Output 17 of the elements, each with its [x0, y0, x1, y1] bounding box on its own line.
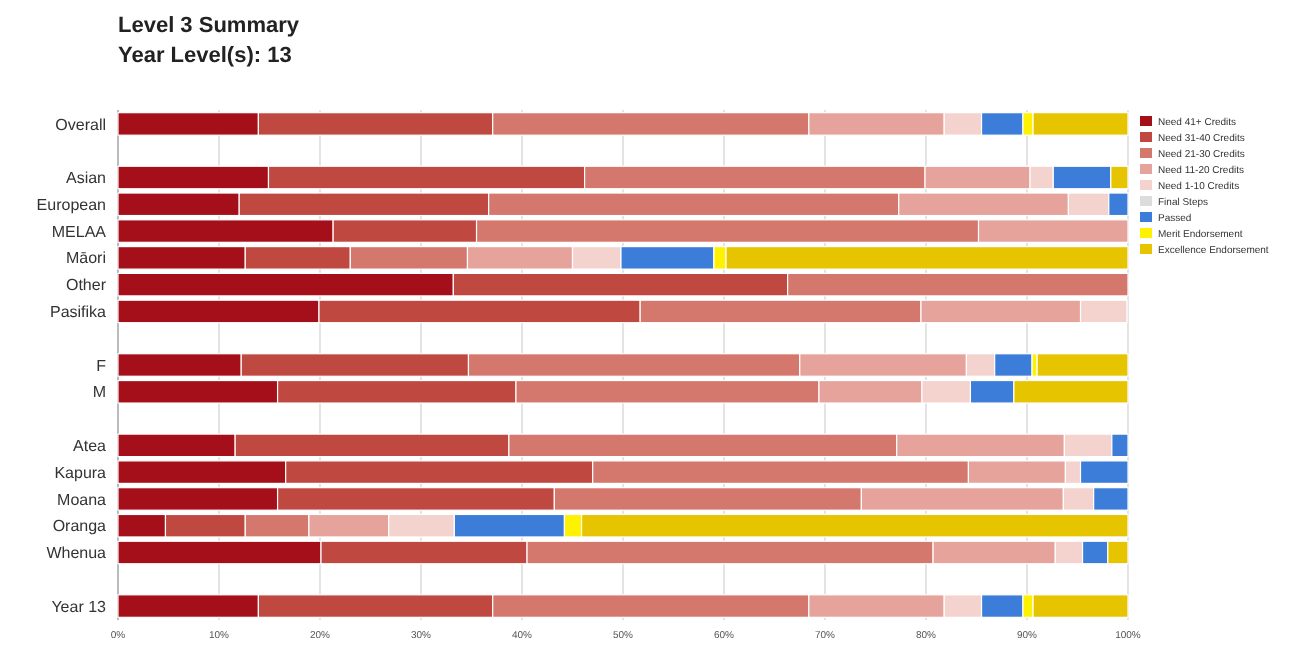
- y-tick-label: Year 13: [51, 597, 108, 616]
- y-tick-label: Other: [65, 276, 107, 295]
- y-tick-label: MELAA: [51, 222, 108, 241]
- y-tick-label: Pasifika: [49, 303, 108, 322]
- y-tick-label: Whenua: [46, 544, 108, 563]
- y-tick-label: Moana: [57, 490, 108, 509]
- y-tick-label: Oranga: [52, 517, 108, 536]
- chart-title: Level 3 Summary: [118, 14, 301, 38]
- y-tick-label: F: [96, 356, 107, 375]
- y-tick-label: European: [36, 195, 106, 214]
- y-tick-label: Asian: [65, 169, 106, 188]
- y-tick-label: Kapura: [54, 463, 108, 482]
- y-tick-label: Overall: [55, 115, 107, 134]
- y-tick-label: Atea: [73, 436, 108, 455]
- y-tick-label: M: [92, 383, 107, 402]
- chart-subtitle: Year Level(s): 13: [118, 44, 292, 68]
- y-tick-label: Māori: [65, 249, 107, 268]
